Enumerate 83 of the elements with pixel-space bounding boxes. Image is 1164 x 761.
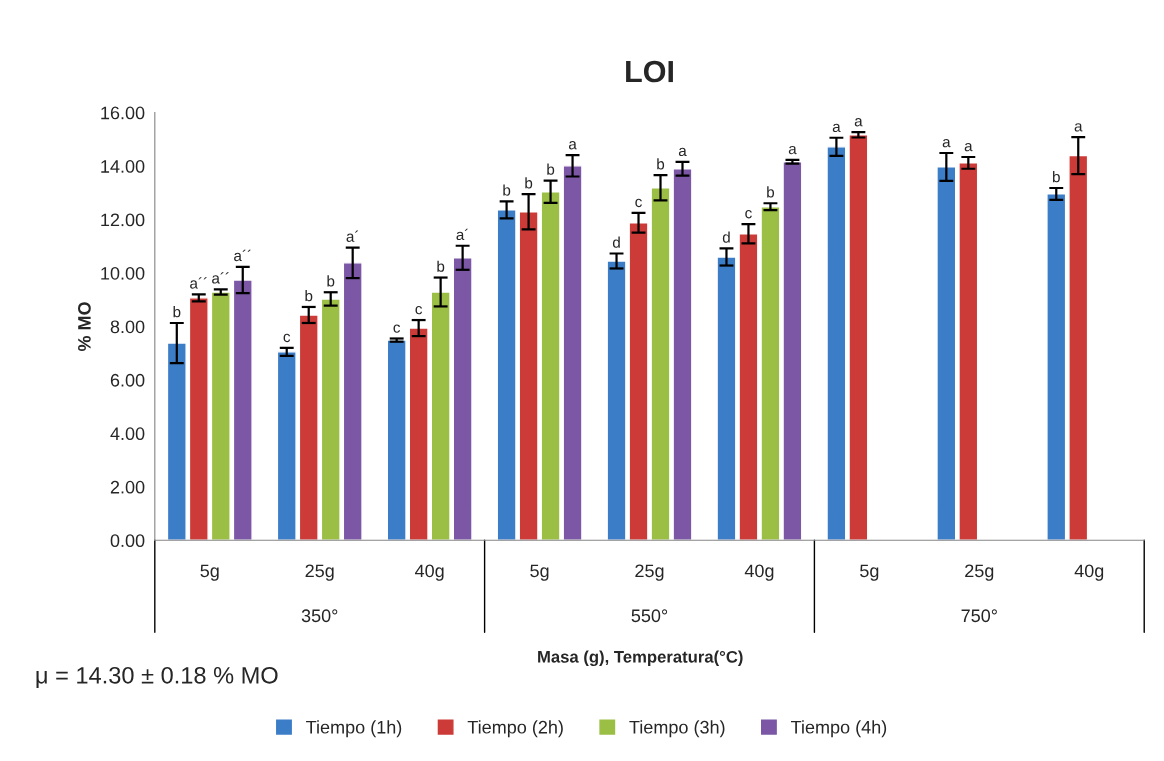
data-label: b <box>657 158 665 170</box>
bar <box>562 165 583 541</box>
bar <box>848 134 869 541</box>
bar <box>386 339 407 541</box>
bar <box>1046 193 1067 541</box>
bar <box>1068 154 1089 541</box>
data-label: c <box>283 333 291 343</box>
data-label: a <box>942 138 951 148</box>
y-tick-label: 4.00 <box>110 427 145 441</box>
y-tick-label: 6.00 <box>110 373 145 387</box>
data-label: b <box>503 184 511 196</box>
bar <box>298 314 319 541</box>
legend-label: Tiempo (3h) <box>629 720 725 738</box>
legend-label: Tiempo (1h) <box>306 720 402 738</box>
y-tick-label: 0.00 <box>110 534 145 548</box>
x-tick-label: 40g <box>415 564 444 581</box>
y-tick-label: 12.00 <box>101 213 145 227</box>
bar <box>782 161 803 541</box>
x-axis-title: Masa (g), Temperatura(°C) <box>538 650 743 667</box>
bar <box>760 206 781 541</box>
text: 550° <box>631 609 668 623</box>
x-tick-label: 40g <box>1074 564 1104 581</box>
data-label: a´ <box>456 228 469 241</box>
data-label: a´´ <box>212 272 229 284</box>
text: 350° <box>301 609 338 623</box>
y-tick-label: 2.00 <box>110 480 145 494</box>
data-label: b <box>327 275 335 287</box>
x-tick-label: 25g <box>965 564 994 581</box>
data-label: a´´ <box>234 249 251 262</box>
x-tick-label: 5g <box>530 564 549 581</box>
data-label: b <box>525 177 533 189</box>
text: μ = 14.30 ± 0.18 % MO <box>36 666 278 688</box>
chart-title: LOI <box>626 60 673 83</box>
data-label: b <box>767 186 775 198</box>
x-tick-label: 25g <box>305 564 334 581</box>
legend-label: Tiempo (2h) <box>467 720 563 738</box>
bar <box>210 291 231 541</box>
y-tick-label: 14.00 <box>101 160 145 173</box>
bar <box>232 279 253 541</box>
bar <box>342 262 363 541</box>
data-label: a <box>854 118 863 127</box>
data-label: a´´ <box>190 277 207 289</box>
bar <box>936 166 957 541</box>
data-label: c <box>415 305 423 315</box>
y-tick-label: 16.00 <box>101 106 145 120</box>
data-label: d <box>612 236 620 248</box>
bar <box>958 162 979 541</box>
bar <box>826 146 847 541</box>
data-label: c <box>745 210 752 219</box>
data-label: a <box>832 123 841 133</box>
bar <box>496 209 517 541</box>
data-label: b <box>1053 171 1060 183</box>
bar <box>430 291 451 541</box>
data-label: a <box>678 147 687 157</box>
bar <box>320 298 341 541</box>
y-tick-label: 10.00 <box>101 266 145 280</box>
y-axis-title: % MO <box>78 302 91 352</box>
bar <box>276 351 297 541</box>
data-label: b <box>437 260 445 272</box>
bar <box>188 297 209 541</box>
y-tick-label: 8.00 <box>110 320 145 334</box>
data-label: a <box>788 145 797 155</box>
data-label: b <box>305 290 313 302</box>
text: 750° <box>961 609 997 623</box>
x-tick-label: 25g <box>635 564 664 581</box>
bar <box>166 342 187 541</box>
data-label: a <box>964 142 973 152</box>
data-label: a <box>1074 123 1083 132</box>
bar <box>408 327 429 541</box>
data-label: b <box>173 306 181 318</box>
x-tick-label: 5g <box>200 564 219 581</box>
bar <box>452 257 473 541</box>
bar <box>540 191 561 541</box>
x-tick-label: 5g <box>860 564 879 581</box>
data-label: b <box>547 163 555 175</box>
bar <box>518 211 539 541</box>
data-label: a <box>568 141 577 150</box>
data-label: c <box>393 324 401 333</box>
x-tick-label: 40g <box>744 564 774 581</box>
legend-label: Tiempo (4h) <box>791 720 887 738</box>
data-label: a´ <box>346 230 359 242</box>
data-label: d <box>722 231 730 243</box>
data-label: c <box>635 198 642 208</box>
